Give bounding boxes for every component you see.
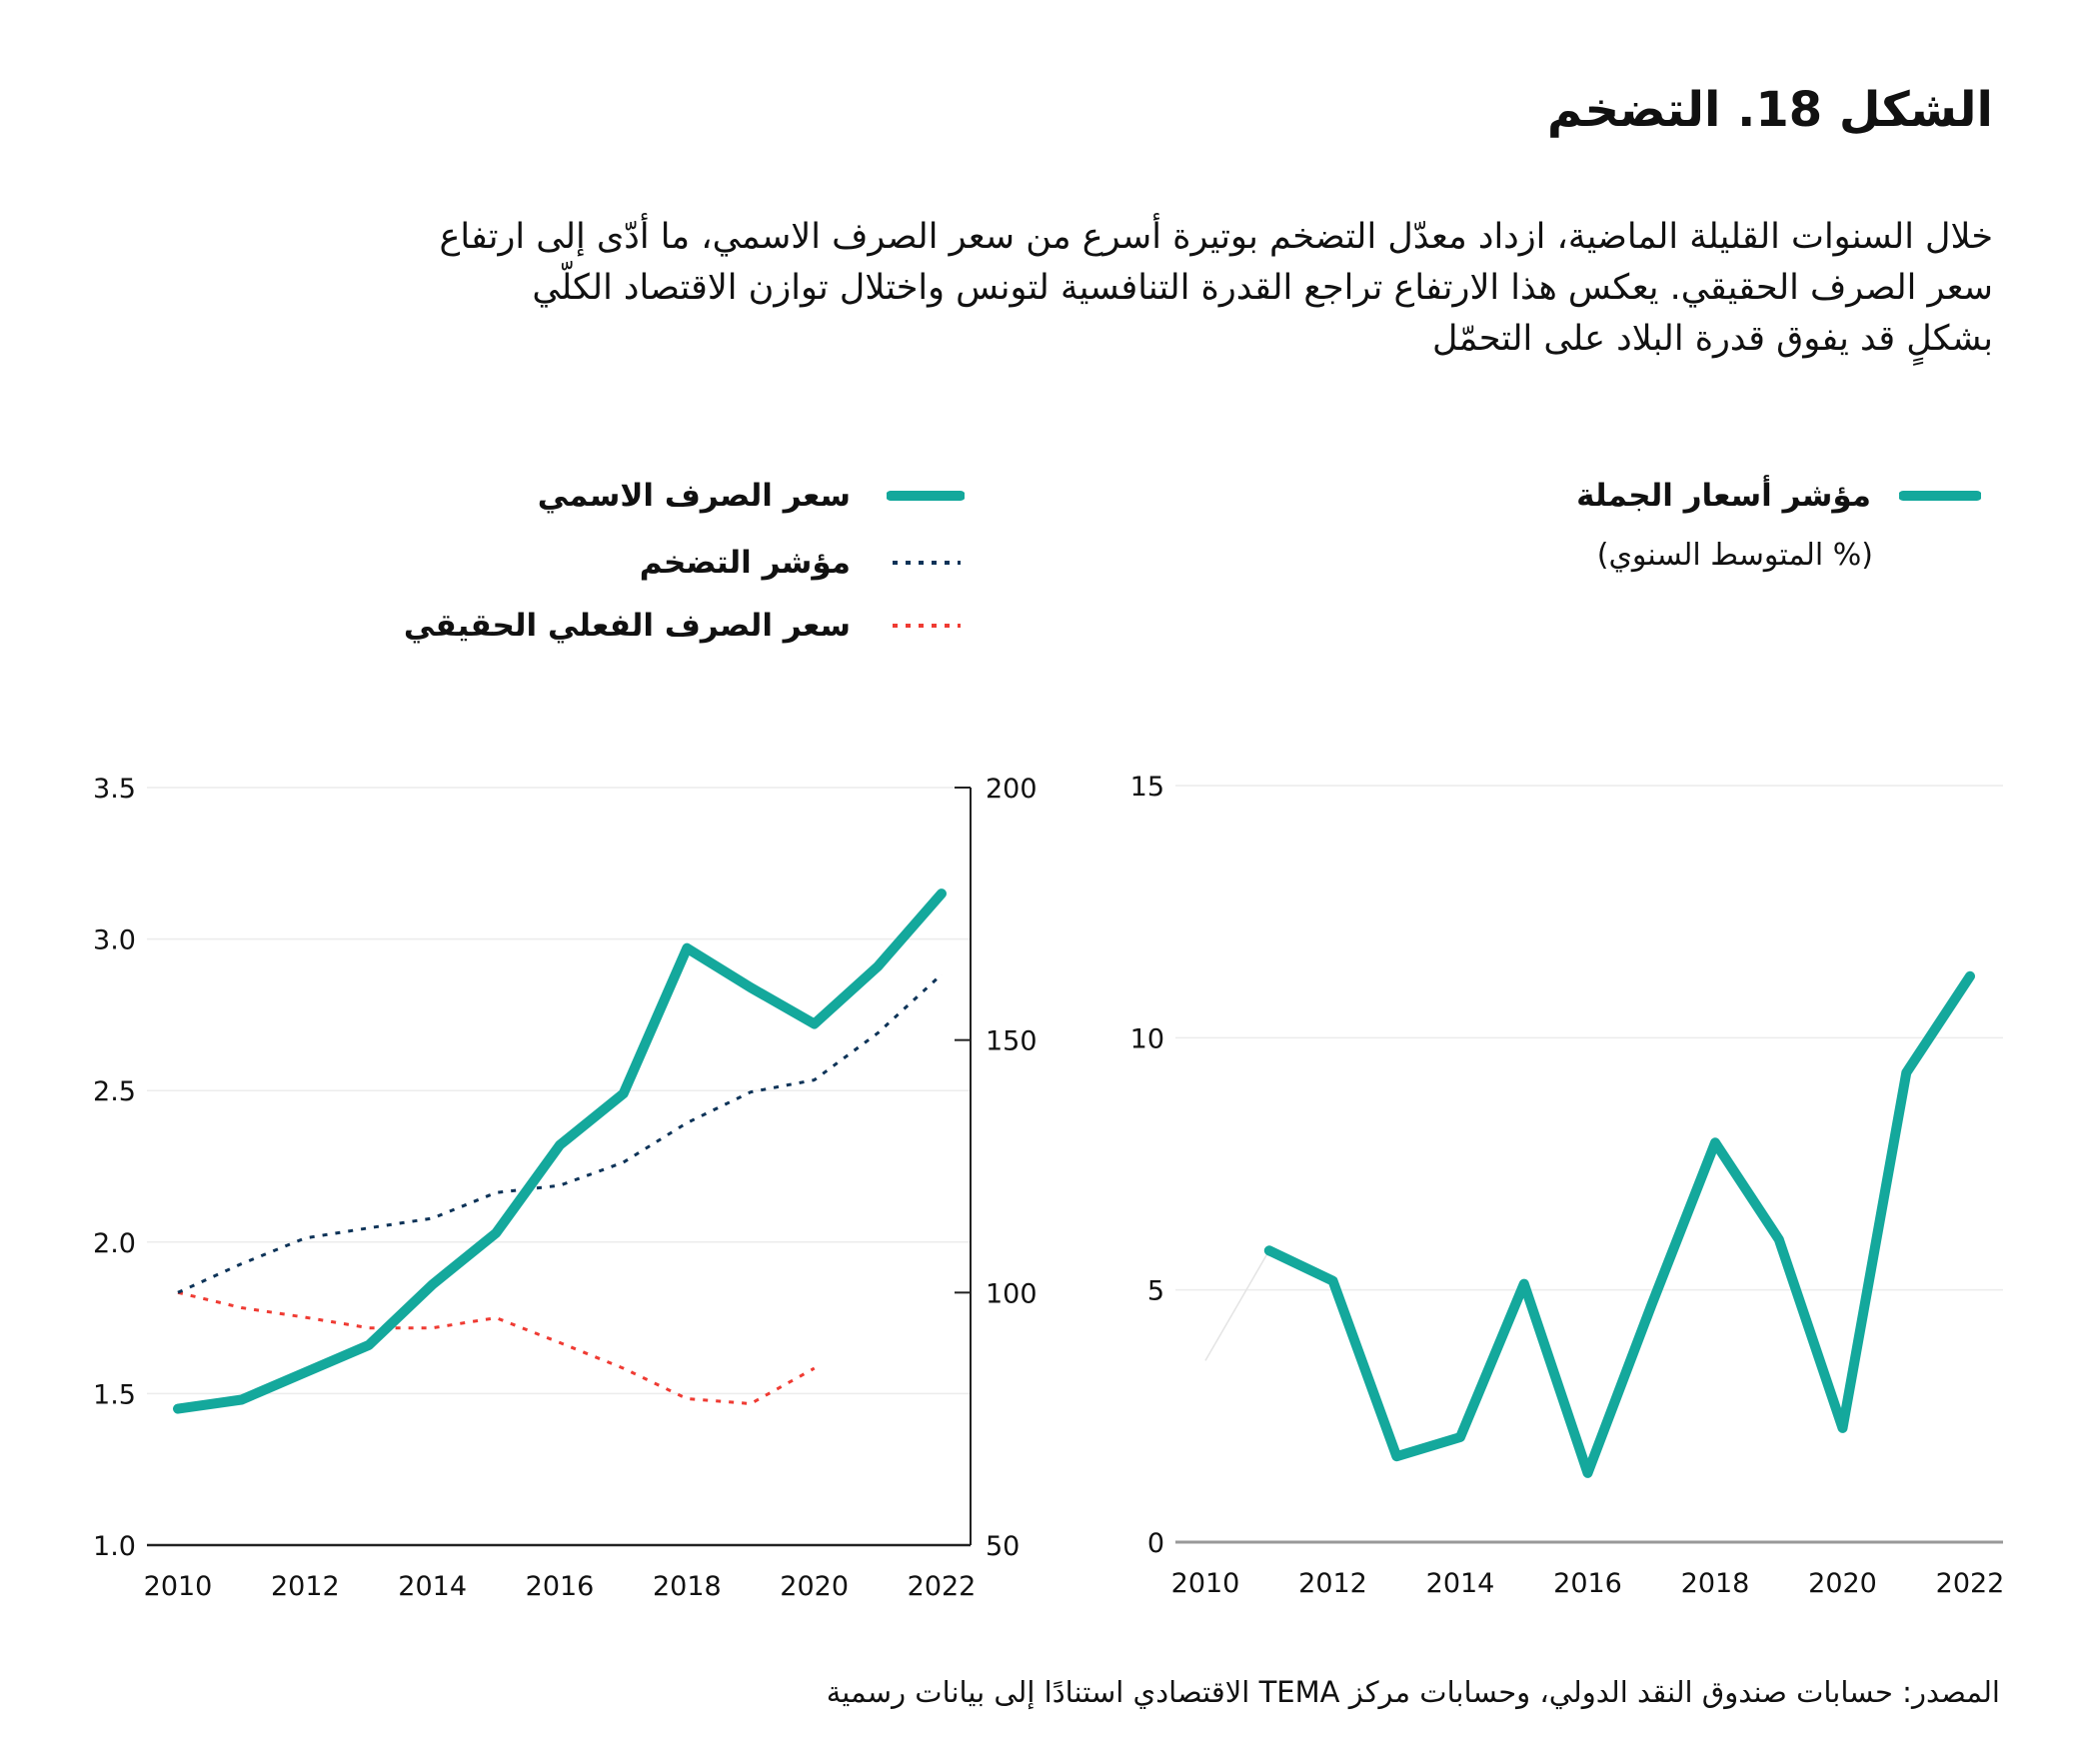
x-tick-label: 2012 bbox=[1298, 1568, 1367, 1599]
y-tick-label: 10 bbox=[1130, 1023, 1164, 1054]
x-tick-label: 2016 bbox=[1553, 1568, 1622, 1599]
description-line: خلال السنوات القليلة الماضية، ازداد معدّ… bbox=[439, 217, 1993, 257]
source-note: المصدر: حسابات صندوق النقد الدولي، وحساب… bbox=[826, 1675, 2000, 1709]
y-right-tick-label: 50 bbox=[986, 1531, 1020, 1562]
series-line-wholesale bbox=[1263, 970, 1975, 1478]
series-faint-segment bbox=[1204, 1249, 1270, 1361]
x-tick-label: 2014 bbox=[1426, 1568, 1495, 1599]
y-tick-label: 15 bbox=[1130, 772, 1164, 803]
y-right-tick-label: 150 bbox=[986, 1026, 1038, 1057]
x-tick-label: 2018 bbox=[1681, 1568, 1750, 1599]
description-line: سعر الصرف الحقيقي. يعكس هذا الارتفاع ترا… bbox=[532, 268, 1993, 308]
series-line-2 bbox=[177, 1290, 816, 1405]
y-left-tick-label: 1.0 bbox=[93, 1531, 136, 1562]
x-tick-label: 2016 bbox=[526, 1571, 595, 1602]
legend-swatch-solid-teal bbox=[1899, 491, 1981, 501]
legend-item-inflation-index: مؤشر التضخم bbox=[640, 545, 965, 581]
x-tick-label: 2010 bbox=[144, 1571, 213, 1602]
y-right-tick-label: 200 bbox=[986, 774, 1038, 805]
legend-item-nominal-rate: سعر الصرف الاسمي bbox=[538, 478, 965, 514]
figure-description: خلال السنوات القليلة الماضية، ازداد معدّ… bbox=[88, 212, 1993, 365]
legend-swatch-dotted-red bbox=[893, 624, 961, 628]
legend-label: سعر الصرف الاسمي bbox=[537, 478, 851, 514]
series-line-1 bbox=[177, 972, 944, 1294]
y-left-tick-label: 2.5 bbox=[93, 1076, 136, 1107]
x-tick-label: 2014 bbox=[398, 1571, 467, 1602]
x-tick-label: 2012 bbox=[271, 1571, 340, 1602]
y-left-tick-label: 2.0 bbox=[93, 1228, 136, 1259]
x-tick-label: 2022 bbox=[908, 1571, 977, 1602]
y-tick-label: 5 bbox=[1147, 1276, 1164, 1307]
legend-item-wholesale-index: مؤشر أسعار الجملة bbox=[1576, 478, 1981, 514]
x-tick-label: 2022 bbox=[1936, 1568, 2005, 1599]
y-left-tick-label: 3.0 bbox=[93, 925, 136, 956]
legend-swatch-dotted-navy bbox=[893, 561, 961, 565]
x-tick-label: 2020 bbox=[780, 1571, 849, 1602]
y-right-tick-label: 100 bbox=[986, 1278, 1038, 1309]
chart-subtitle: (% المتوسط السنوي) bbox=[1596, 538, 1873, 573]
legend-label: مؤشر التضخم bbox=[639, 545, 851, 581]
y-left-tick-label: 1.5 bbox=[93, 1379, 136, 1410]
right-chart: 0 5 10 15 2010 2012 2014 2016 2018 2020 2022 bbox=[1130, 772, 2005, 1599]
x-tick-label: 2010 bbox=[1171, 1568, 1240, 1599]
figure-title: الشكل 18. التضخم bbox=[1546, 82, 1993, 138]
legend-swatch-solid-teal bbox=[887, 491, 965, 501]
legend-label: مؤشر أسعار الجملة bbox=[1576, 478, 1871, 514]
left-chart: 1.0 1.5 2.0 2.5 3.0 3.5 50 100 150 200 2010 2012 201… bbox=[93, 774, 1038, 1602]
x-tick-label: 2018 bbox=[653, 1571, 722, 1602]
description-line: بشكلٍ قد يفوق قدرة البلاد على التحمّل bbox=[1431, 319, 1993, 359]
y-tick-label: 0 bbox=[1147, 1528, 1164, 1559]
legend-label: سعر الصرف الفعلي الحقيقي bbox=[403, 608, 851, 644]
x-tick-label: 2020 bbox=[1808, 1568, 1877, 1599]
y-left-tick-label: 3.5 bbox=[93, 774, 136, 805]
legend-item-real-rate: سعر الصرف الفعلي الحقيقي bbox=[404, 608, 965, 644]
series-line-0 bbox=[173, 888, 947, 1414]
